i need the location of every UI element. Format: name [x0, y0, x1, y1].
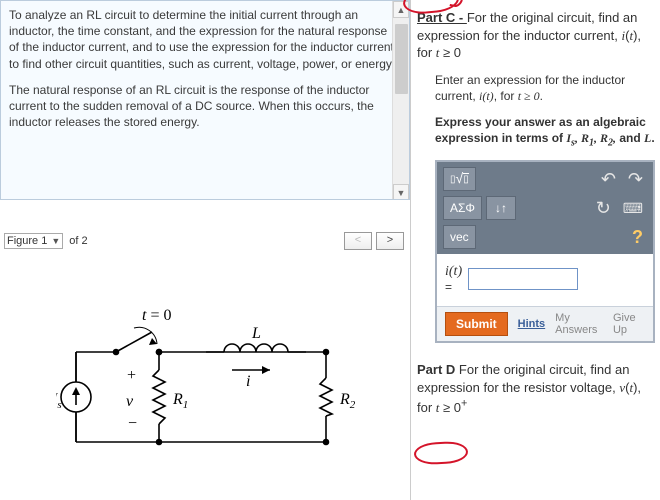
- sub2-e: .: [651, 131, 654, 145]
- label-t0: t = 0: [142, 307, 171, 324]
- reset-icon[interactable]: ↻: [592, 198, 615, 219]
- equation-lhs: i(t)=: [445, 264, 462, 294]
- updown-button[interactable]: ↓↑: [486, 196, 516, 220]
- scroll-thumb[interactable]: [395, 24, 408, 94]
- part-c-heading: Part C - For the original circuit, find …: [417, 9, 656, 62]
- sub1-e: .: [540, 89, 543, 103]
- redo-icon[interactable]: ↷: [624, 169, 647, 190]
- info-scrollbar[interactable]: ▲ ▼: [392, 1, 409, 200]
- scroll-track[interactable]: [393, 18, 409, 184]
- vec-button[interactable]: vec: [443, 225, 476, 249]
- figure-toolbar: Figure 1 ▼ of 2 < >: [0, 226, 410, 250]
- circuit-svg: t = 0 L i Is + − v R1 R2: [56, 292, 356, 482]
- equation-input[interactable]: [468, 268, 578, 290]
- part-d-bold: Part D: [417, 362, 459, 377]
- label-i: i: [246, 373, 250, 390]
- undo-icon[interactable]: ↶: [597, 169, 620, 190]
- info-para-1: To analyze an RL circuit to determine th…: [9, 7, 399, 72]
- scroll-up-icon[interactable]: ▲: [393, 1, 409, 18]
- info-panel: To analyze an RL circuit to determine th…: [0, 0, 410, 200]
- label-L: L: [251, 325, 261, 342]
- info-para-2: The natural response of an RL circuit is…: [9, 82, 399, 131]
- my-answers-link[interactable]: My Answers: [555, 312, 603, 336]
- part-c-sub1: Enter an expression for the inductor cur…: [435, 72, 656, 104]
- part-c-sub2: Express your answer as an algebraic expr…: [435, 114, 656, 150]
- scroll-down-icon[interactable]: ▼: [393, 184, 409, 200]
- submit-button[interactable]: Submit: [445, 312, 508, 336]
- left-column: To analyze an RL circuit to determine th…: [0, 0, 411, 500]
- equation-footer: Submit Hints My Answers Give Up: [437, 306, 653, 341]
- main-layout: To analyze an RL circuit to determine th…: [0, 0, 660, 500]
- part-c-title-bold: Part C -: [417, 10, 467, 25]
- label-plus: +: [127, 367, 136, 384]
- equation-toolbar: ▯√▯ ↶ ↷ ΑΣΦ ↓↑ ↻ ⌨ vec ?: [437, 162, 653, 254]
- equation-panel: ▯√▯ ↶ ↷ ΑΣΦ ↓↑ ↻ ⌨ vec ?: [435, 160, 655, 343]
- part-d-heading: Part D For the original circuit, find an…: [417, 361, 656, 416]
- fraction-root-button[interactable]: ▯√▯: [443, 167, 476, 191]
- chevron-down-icon: ▼: [51, 236, 60, 246]
- keyboard-icon[interactable]: ⌨: [619, 200, 647, 217]
- sub1-d: t ≥ 0: [518, 89, 540, 103]
- help-icon[interactable]: ?: [628, 227, 647, 248]
- greek-button[interactable]: ΑΣΦ: [443, 196, 482, 220]
- figure-select[interactable]: Figure 1 ▼: [4, 233, 63, 249]
- label-R1: R1: [172, 391, 188, 411]
- equation-equals: =: [445, 280, 452, 294]
- figure-nav: < >: [344, 232, 404, 250]
- sub1-b: i(t): [479, 89, 494, 103]
- figure-select-label: Figure 1: [7, 235, 47, 247]
- sub2-b: Is, R1, R2,: [566, 131, 616, 145]
- right-column: Part C - For the original circuit, find …: [411, 0, 660, 500]
- label-v: v: [126, 393, 134, 410]
- equation-body: i(t)=: [437, 254, 653, 306]
- label-minus: −: [128, 415, 137, 432]
- give-up-link[interactable]: Give Up: [613, 312, 645, 336]
- sub1-c: , for: [494, 89, 518, 103]
- sub2-c: and: [616, 131, 644, 145]
- hints-link[interactable]: Hints: [518, 318, 546, 330]
- label-R2: R2: [339, 391, 356, 411]
- figure-prev-button[interactable]: <: [344, 232, 372, 250]
- circuit-figure: t = 0 L i Is + − v R1 R2: [0, 250, 410, 500]
- figure-next-button[interactable]: >: [376, 232, 404, 250]
- figure-of-text: of 2: [69, 235, 87, 247]
